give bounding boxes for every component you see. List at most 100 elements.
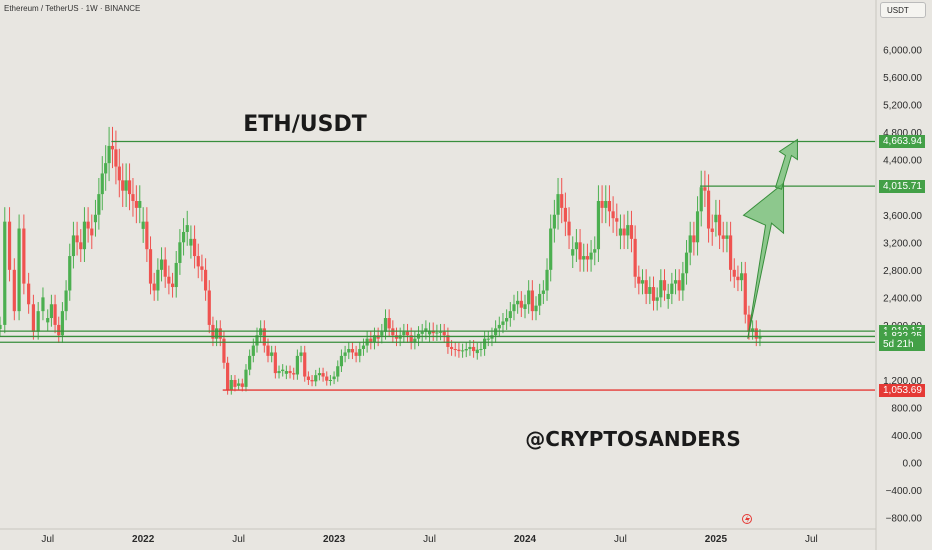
candle-body[interactable] <box>387 318 391 329</box>
candle-body[interactable] <box>163 259 167 277</box>
candle-body[interactable] <box>600 200 604 208</box>
countdown-badge[interactable]: 5d 21h <box>879 337 925 351</box>
candle-body[interactable] <box>644 280 648 294</box>
candle-body[interactable] <box>486 338 490 340</box>
candle-body[interactable] <box>354 352 358 356</box>
candle-body[interactable] <box>372 335 377 343</box>
candle-body[interactable] <box>104 163 108 174</box>
candle-body[interactable] <box>299 352 303 356</box>
candle-body[interactable] <box>178 242 182 263</box>
candle-body[interactable] <box>640 280 645 284</box>
candle-body[interactable] <box>677 280 681 291</box>
candle-body[interactable] <box>725 235 729 239</box>
candle-body[interactable] <box>464 349 468 351</box>
candle-body[interactable] <box>710 228 714 232</box>
candle-body[interactable] <box>541 290 545 294</box>
candle-body[interactable] <box>534 305 538 312</box>
candle-body[interactable] <box>706 190 711 229</box>
candle-body[interactable] <box>483 338 487 350</box>
candle-body[interactable] <box>226 362 230 391</box>
candle-body[interactable] <box>244 369 248 387</box>
candle-body[interactable] <box>152 283 156 291</box>
candle-body[interactable] <box>703 187 707 191</box>
candle-body[interactable] <box>292 373 296 375</box>
candle-body[interactable] <box>350 349 355 353</box>
candle-body[interactable] <box>141 221 145 229</box>
candle-body[interactable] <box>17 228 21 312</box>
candle-body[interactable] <box>97 194 101 215</box>
candle-body[interactable] <box>574 242 578 250</box>
candle-body[interactable] <box>424 328 428 332</box>
candle-body[interactable] <box>277 371 281 374</box>
candle-body[interactable] <box>622 228 626 236</box>
candle-body[interactable] <box>41 297 45 312</box>
candle-body[interactable] <box>743 273 747 315</box>
candle-body[interactable] <box>189 238 193 246</box>
candle-body[interactable] <box>449 346 454 350</box>
candle-body[interactable] <box>82 221 87 250</box>
candle-body[interactable] <box>516 300 520 305</box>
candle-body[interactable] <box>93 214 98 223</box>
price-level-badge[interactable]: 4,015.71 <box>879 179 925 193</box>
candle-body[interactable] <box>596 200 601 250</box>
candle-body[interactable] <box>358 349 362 356</box>
candle-body[interactable] <box>303 352 307 377</box>
candle-body[interactable] <box>240 383 244 387</box>
candle-body[interactable] <box>229 379 233 391</box>
candle-body[interactable] <box>148 249 153 284</box>
candle-body[interactable] <box>468 346 472 350</box>
candle-body[interactable] <box>552 214 556 229</box>
candle-body[interactable] <box>196 256 200 267</box>
candle-body[interactable] <box>75 235 79 243</box>
candle-body[interactable] <box>159 259 164 270</box>
candle-body[interactable] <box>438 331 443 333</box>
candle-body[interactable] <box>435 332 439 334</box>
candle-body[interactable] <box>721 235 725 239</box>
candle-body[interactable] <box>655 297 659 301</box>
candle-body[interactable] <box>457 349 461 352</box>
candle-body[interactable] <box>107 145 111 164</box>
candle-body[interactable] <box>325 376 329 381</box>
candle-body[interactable] <box>523 304 527 310</box>
candle-body[interactable] <box>12 269 16 312</box>
candle-body[interactable] <box>248 355 252 370</box>
candle-body[interactable] <box>328 379 333 381</box>
candle-body[interactable] <box>512 304 516 312</box>
candle-body[interactable] <box>332 376 336 380</box>
candle-body[interactable] <box>53 304 57 325</box>
candle-body[interactable] <box>736 276 740 281</box>
candle-body[interactable] <box>347 349 351 353</box>
candle-body[interactable] <box>317 373 322 376</box>
candle-body[interactable] <box>633 238 637 277</box>
candle-body[interactable] <box>167 276 171 284</box>
candle-body[interactable] <box>615 218 619 222</box>
candle-body[interactable] <box>270 352 274 356</box>
flash-icon[interactable] <box>742 514 752 525</box>
candle-body[interactable] <box>181 231 186 243</box>
candle-body[interactable] <box>699 187 703 212</box>
candle-body[interactable] <box>255 335 259 346</box>
candle-body[interactable] <box>27 283 31 305</box>
currency-selector[interactable]: USDT <box>880 2 926 18</box>
candle-body[interactable] <box>545 269 549 291</box>
candle-body[interactable] <box>754 328 758 339</box>
candle-body[interactable] <box>604 200 608 208</box>
candle-body[interactable] <box>233 379 237 387</box>
candle-body[interactable] <box>124 180 128 191</box>
candle-body[interactable] <box>431 330 435 334</box>
candle-body[interactable] <box>460 350 465 352</box>
candle-body[interactable] <box>626 225 630 236</box>
candle-body[interactable] <box>90 228 94 236</box>
candle-body[interactable] <box>405 331 410 336</box>
candle-body[interactable] <box>479 349 483 351</box>
candle-body[interactable] <box>131 194 135 201</box>
candle-body[interactable] <box>7 221 12 270</box>
candle-body[interactable] <box>203 269 208 291</box>
candle-body[interactable] <box>567 221 571 236</box>
candle-body[interactable] <box>527 290 531 305</box>
candle-body[interactable] <box>185 225 189 232</box>
candle-body[interactable] <box>68 256 72 291</box>
candle-body[interactable] <box>714 214 718 223</box>
candle-body[interactable] <box>472 346 476 352</box>
candle-body[interactable] <box>288 371 292 374</box>
